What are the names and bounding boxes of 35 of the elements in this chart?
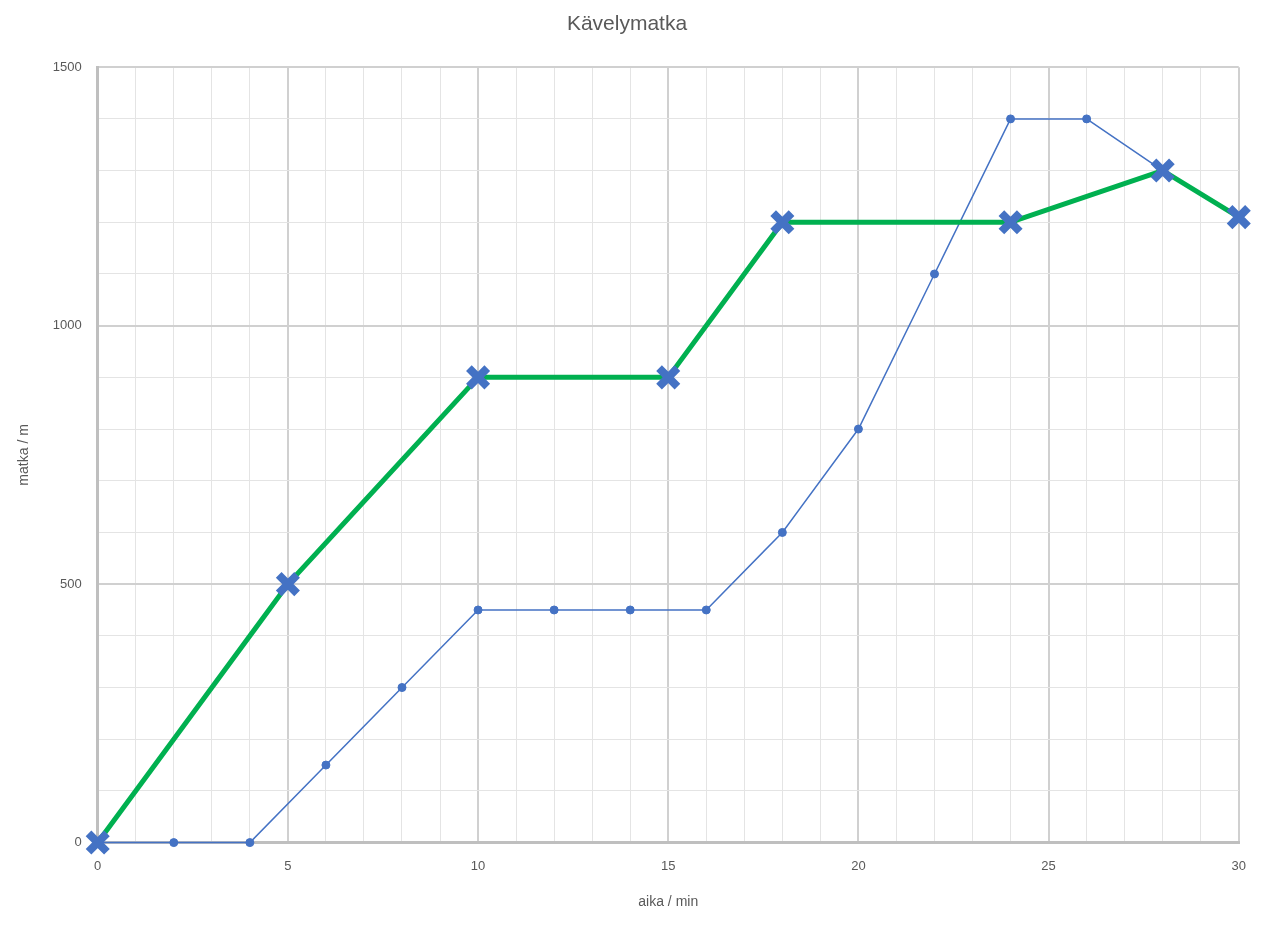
chart-title: Kävelymatka xyxy=(566,11,688,35)
x-tick-label: 5 xyxy=(284,857,292,873)
x-tick-label: 15 xyxy=(661,857,676,873)
point xyxy=(549,605,559,615)
point xyxy=(397,683,407,693)
y-tick-label: 1500 xyxy=(52,58,82,74)
point xyxy=(1082,114,1092,124)
point xyxy=(997,209,1024,236)
y-tick-label: 500 xyxy=(60,575,82,591)
point xyxy=(1006,114,1016,124)
point xyxy=(1225,203,1252,231)
point xyxy=(769,209,796,236)
y-axis-title: matka / m xyxy=(15,424,32,486)
point xyxy=(169,838,179,848)
x-tick-label: 25 xyxy=(1041,857,1056,873)
point xyxy=(1149,157,1176,184)
point xyxy=(464,364,492,391)
point xyxy=(701,605,711,615)
point xyxy=(929,269,939,279)
point xyxy=(777,527,787,537)
x-axis-title: aika / min xyxy=(638,893,699,910)
x-tick-label: 0 xyxy=(94,857,102,873)
point xyxy=(655,364,682,391)
point xyxy=(853,424,863,434)
point xyxy=(84,829,111,856)
point xyxy=(625,605,635,615)
x-tick-label: 30 xyxy=(1231,857,1246,873)
x-tick-label: 20 xyxy=(851,857,866,873)
x-tick-label: 10 xyxy=(470,857,486,873)
point xyxy=(321,760,331,770)
point xyxy=(473,605,483,615)
point xyxy=(245,838,255,848)
point xyxy=(274,570,302,598)
y-tick-label: 1000 xyxy=(52,317,82,333)
y-tick-label: 0 xyxy=(74,834,82,850)
